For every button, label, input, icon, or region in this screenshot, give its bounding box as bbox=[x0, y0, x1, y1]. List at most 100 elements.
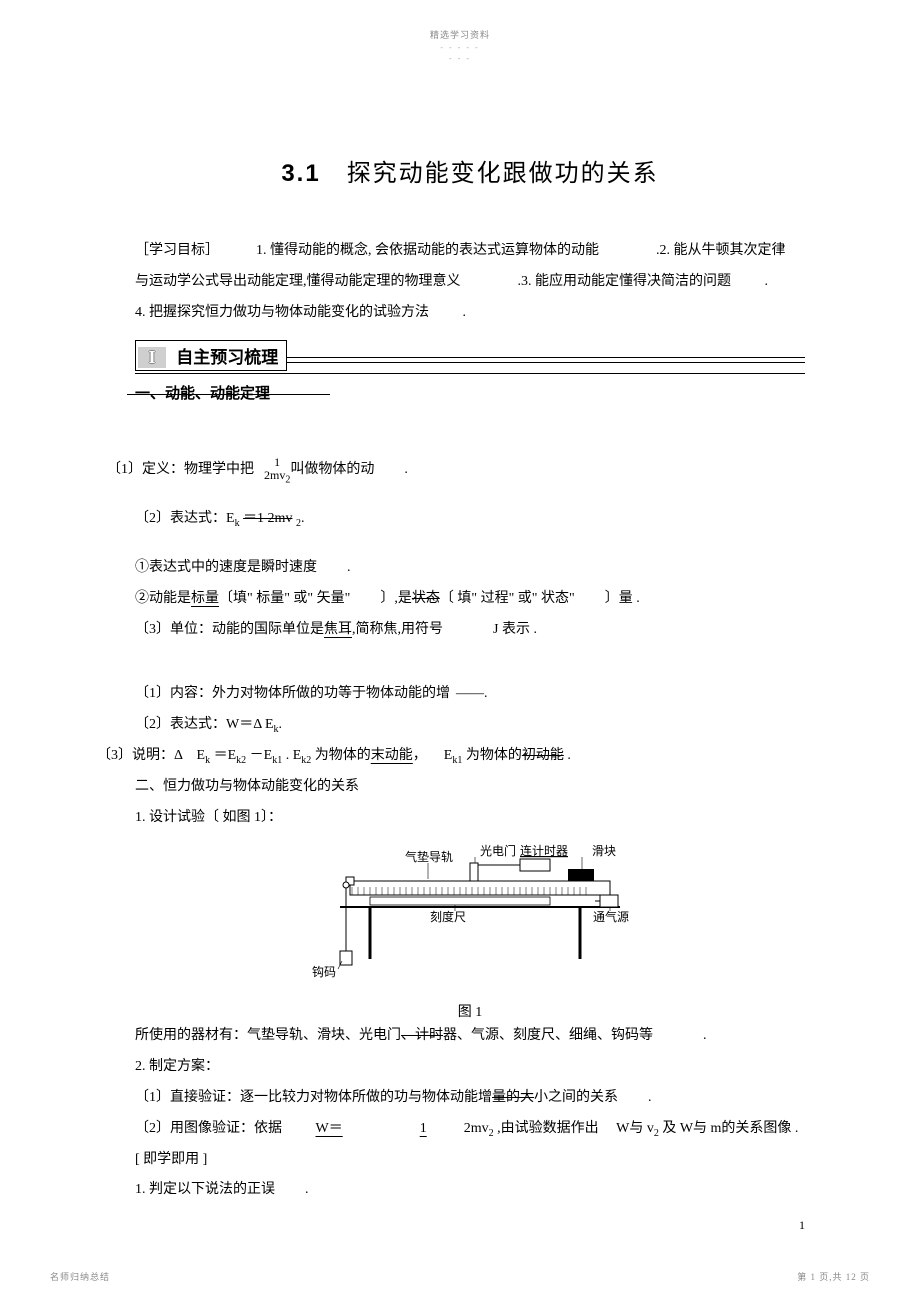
plan1-c: 小之间的关系 bbox=[534, 1090, 618, 1105]
equip-a: 所使用的器材有：气垫导轨、滑块、光电门 bbox=[135, 1028, 401, 1043]
unit-c: ,简称焦,用符号 bbox=[352, 622, 443, 637]
expr-sub: k bbox=[235, 518, 240, 529]
fig-label-timer: 连计时器 bbox=[520, 843, 568, 858]
th3-e: . E bbox=[286, 748, 302, 763]
theorem-line-2: 〔2〕表达式：W＝Δ Ek. bbox=[135, 710, 805, 741]
th2-sub: k bbox=[274, 724, 279, 735]
th3-c-sub: k2 bbox=[236, 755, 246, 766]
plan-head: 2. 制定方案： bbox=[135, 1052, 805, 1083]
def-frac-sub: 2 bbox=[285, 475, 290, 486]
title-number: 3.1 bbox=[281, 160, 320, 187]
th2: 〔2〕表达式：W＝Δ E bbox=[135, 717, 274, 732]
subheading-text: 一、动能、动能定理 bbox=[135, 386, 270, 402]
header-dashes-1: - - - - - bbox=[0, 43, 920, 52]
th3-i-sub: k1 bbox=[452, 755, 462, 766]
plan2-c: 1 bbox=[420, 1121, 427, 1136]
th3-a: 〔3〕说明：Δ bbox=[97, 748, 183, 763]
unit-a: 〔3〕单位：动能的国际单位是 bbox=[135, 622, 324, 637]
plan1-b: 量的大 bbox=[492, 1090, 534, 1105]
th3-f: 为物体的 bbox=[315, 748, 371, 763]
def-pre: 〔1〕定义：物理学中把 bbox=[107, 455, 254, 486]
th3-g: 末动能 bbox=[371, 748, 413, 763]
th3-d: －E bbox=[250, 748, 273, 763]
goal-4: 4. 把握探究恒力做功与物体动能变化的试验方法 bbox=[135, 305, 429, 320]
note2-d: 〕,是 bbox=[380, 591, 412, 606]
th3-b-sub: k bbox=[205, 755, 210, 766]
equipment-line: 所使用的器材有：气垫导轨、滑块、光电门、计时器、气源、刻度尺、细绳、钩码等. bbox=[135, 1021, 805, 1052]
section-banner: I 自主预习梳理 bbox=[135, 340, 805, 374]
expression-line: 〔2〕表达式：Ek ＝1 2mv 2. bbox=[135, 504, 805, 535]
figure-caption: 图 1 bbox=[135, 1001, 805, 1021]
learning-goals-p1: ［学习目标］ 1. 懂得动能的概念, 会依据动能的表达式运算物体的动能 .2. … bbox=[135, 236, 805, 267]
learning-goals-p2: 与运动学公式导出动能定理,懂得动能定理的物理意义 .3. 能应用动能定懂得决简洁… bbox=[135, 267, 805, 298]
th3-e-sub: k2 bbox=[301, 755, 311, 766]
th1-blank: —— bbox=[456, 686, 484, 701]
section-2-head: 二、恒力做功与物体动能变化的关系 bbox=[135, 772, 805, 803]
fig-label-slider: 滑块 bbox=[592, 844, 616, 858]
note-1: ①表达式中的速度是瞬时速度. bbox=[135, 553, 805, 584]
footer-left: 名师归纳总结 bbox=[50, 1270, 110, 1283]
th3-d-sub: k1 bbox=[272, 755, 282, 766]
unit-line: 〔3〕单位：动能的国际单位是焦耳,简称焦,用符号 J 表示 . bbox=[135, 615, 805, 646]
expr-post-sub: 2 bbox=[296, 518, 301, 529]
note2-e: 状态 bbox=[412, 591, 440, 606]
def-post: 叫做物体的动 bbox=[290, 455, 374, 486]
title-text: 探究动能变化跟做功的关系 bbox=[347, 161, 659, 187]
theorem-line-1: 〔1〕内容：外力对物体所做的功等于物体动能的增——. bbox=[135, 679, 805, 710]
banner-box: I 自主预习梳理 bbox=[135, 340, 287, 371]
judge-line: 1. 判定以下说法的正误. bbox=[135, 1175, 805, 1206]
plan2-e: ,由试验数据作出 bbox=[497, 1121, 599, 1136]
apply-head: [ 即学即用 ] bbox=[135, 1145, 805, 1176]
plan-2: 〔2〕用图像验证：依据 W＝ 1 2mv2 ,由试验数据作出 W与 v2 及 W… bbox=[135, 1114, 805, 1145]
plan2-d-sub: 2 bbox=[489, 1128, 494, 1139]
fig-label-gate: 光电门 bbox=[480, 843, 516, 858]
goal-1: 1. 懂得动能的概念, 会依据动能的表达式运算物体的动能 bbox=[256, 243, 599, 258]
unit-d: J 表示 . bbox=[493, 622, 537, 637]
th3-c: ＝E bbox=[214, 748, 237, 763]
unit-b: 焦耳 bbox=[324, 622, 352, 637]
footer-right: 第 1 页,共 12 页 bbox=[797, 1270, 870, 1283]
header-dashes-2: - - - bbox=[0, 54, 920, 63]
plan2-d: 2mv bbox=[464, 1121, 489, 1136]
def-fraction: 1 2mv2 bbox=[264, 456, 290, 486]
plan2-f-sub: 2 bbox=[654, 1128, 659, 1139]
header-small-text: 精选学习资料 bbox=[0, 0, 920, 41]
inner-page-number: 1 bbox=[799, 1218, 805, 1233]
expr-eq: ＝1 2mv bbox=[243, 511, 292, 526]
goal-2: .2. 能从牛顿其次定律 bbox=[656, 243, 786, 258]
goal-3: .3. 能应用动能定懂得决简洁的问题 bbox=[518, 274, 732, 289]
plan2-a: 〔2〕用图像验证：依据 bbox=[135, 1121, 282, 1136]
fig-label-air: 通气源 bbox=[593, 909, 629, 924]
plan-1: 〔1〕直接验证：逐一比较力对物体所做的功与物体动能增量的大小之间的关系. bbox=[135, 1083, 805, 1114]
def-frac-bot: 2mv bbox=[264, 468, 285, 482]
content-area: 3.1 探究动能变化跟做功的关系 ［学习目标］ 1. 懂得动能的概念, 会依据动… bbox=[0, 63, 920, 1206]
note2-b: 标量 bbox=[191, 591, 219, 606]
th3-h: ， bbox=[413, 748, 427, 763]
fig-label-track: 气垫导轨 bbox=[405, 849, 453, 864]
th3-k: 初动能 bbox=[522, 748, 564, 763]
th1-a: 〔1〕内容：外力对物体所做的功等于物体动能的增 bbox=[135, 686, 450, 701]
note2-g: 〕量 . bbox=[605, 591, 640, 606]
expr-pre: 〔2〕表达式：E bbox=[135, 511, 235, 526]
th3-l: . bbox=[564, 748, 571, 763]
fig-label-ruler: 刻度尺 bbox=[430, 909, 466, 924]
plan1-a: 〔1〕直接验证：逐一比较力对物体所做的功与物体动能增 bbox=[135, 1090, 492, 1105]
equip-b: 、计时 bbox=[401, 1028, 443, 1043]
goal-2b: 与运动学公式导出动能定理,懂得动能定理的物理意义 bbox=[135, 274, 461, 289]
banner-text: 自主预习梳理 bbox=[176, 348, 278, 367]
note2-f: 〔 填" 过程" 或" 状态" bbox=[440, 591, 575, 606]
page: 精选学习资料 - - - - - - - - 3.1 探究动能变化跟做功的关系 … bbox=[0, 0, 920, 1303]
note-2: ②动能是标量〔填" 标量" 或" 矢量" 〕,是状态〔 填" 过程" 或" 状态"… bbox=[135, 584, 805, 615]
subheading-box: 一、动能、动能定理 bbox=[135, 382, 270, 403]
goals-prefix: ［学习目标］ bbox=[135, 243, 219, 258]
page-title: 3.1 探究动能变化跟做功的关系 bbox=[135, 153, 805, 188]
note2-a: ②动能是 bbox=[135, 591, 191, 606]
plan2-b: W＝ bbox=[316, 1121, 343, 1136]
plan2-g: 及 W与 m的关系图像 . bbox=[662, 1121, 798, 1136]
equip-c: 器、气源、刻度尺、细绳、钩码等 bbox=[443, 1028, 653, 1043]
th3-b: E bbox=[197, 748, 206, 763]
note2-c: 〔填" 标量" 或" 矢量" bbox=[219, 591, 350, 606]
banner-line-2 bbox=[135, 373, 805, 374]
experiment-figure: 气垫导轨 光电门 连计时器 滑块 刻度尺 通气源 钩码 bbox=[310, 841, 630, 991]
theorem-line-3: 〔3〕说明：Δ Ek ＝Ek2 －Ek1 . Ek2 为物体的末动能， Ek1 … bbox=[97, 741, 805, 772]
